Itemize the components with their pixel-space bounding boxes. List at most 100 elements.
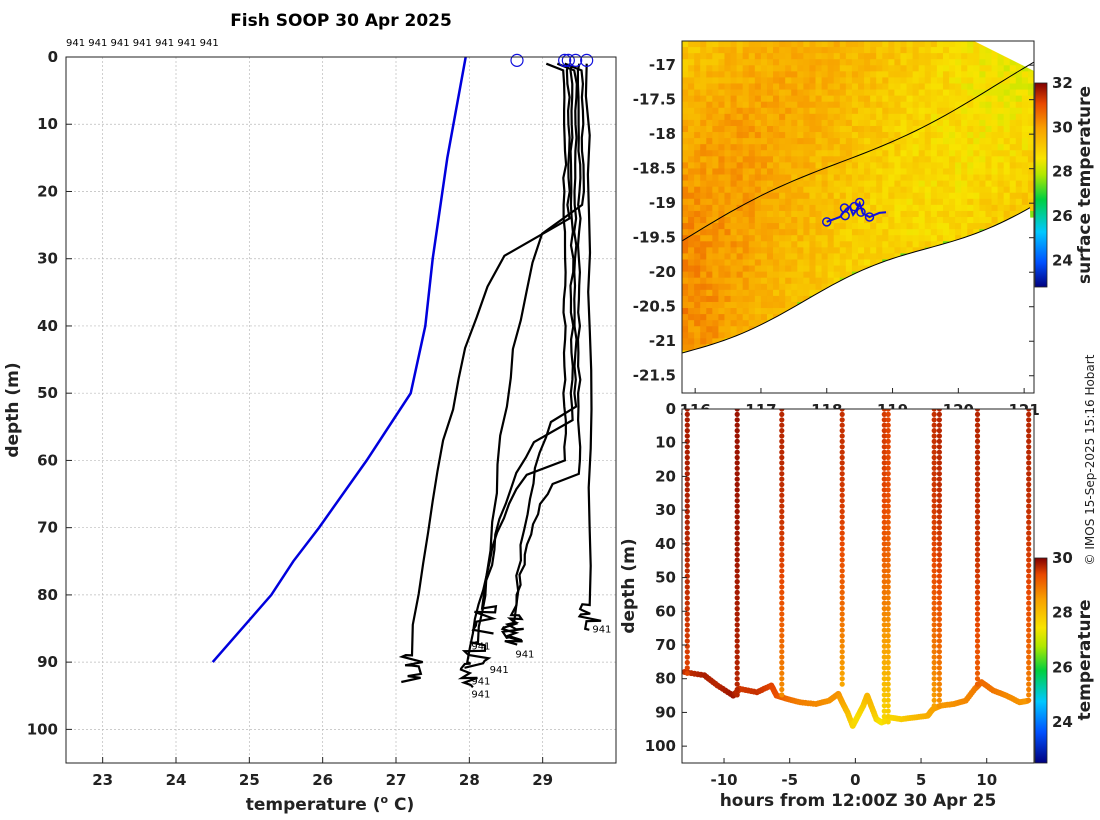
- sst-cell: [754, 53, 762, 60]
- sst-cell: [821, 247, 829, 255]
- sst-cell: [760, 314, 768, 321]
- sst-cell: [724, 308, 732, 315]
- sst-cell: [779, 192, 786, 200]
- sst-cell: [997, 217, 1005, 224]
- cast-dot: [839, 568, 845, 574]
- sst-cell: [997, 65, 1005, 72]
- sst-cell: [724, 174, 732, 182]
- profile-bottom-label: 941: [471, 676, 490, 687]
- sst-cell: [894, 89, 902, 97]
- sst-cell: [766, 119, 774, 127]
- sst-cell: [894, 53, 902, 60]
- sst-cell: [894, 107, 902, 115]
- sst-cell: [827, 132, 835, 139]
- sst-cell: [688, 241, 695, 248]
- sst-cell: [979, 192, 987, 200]
- sst-cell: [682, 198, 689, 206]
- sst-cell: [839, 101, 847, 109]
- sst-cell: [967, 41, 974, 48]
- sst-cell: [821, 210, 829, 218]
- sst-cell: [688, 295, 695, 303]
- surface-marker: [569, 53, 583, 67]
- sst-cell: [1009, 125, 1017, 133]
- sst-cell: [724, 83, 732, 91]
- sst-cell: [742, 83, 750, 91]
- sst-cell: [694, 53, 701, 60]
- sst-cell: [967, 71, 974, 79]
- sst-cell: [845, 132, 853, 139]
- sst-cell: [785, 95, 792, 103]
- sst-cell: [955, 235, 962, 242]
- cast-dot: [684, 492, 690, 498]
- sst-cell: [851, 162, 859, 170]
- sst-cell: [712, 192, 720, 200]
- cast-dot: [684, 595, 690, 601]
- sst-cell: [730, 125, 738, 133]
- sst-cell: [1003, 71, 1011, 79]
- sst-cell: [815, 210, 823, 218]
- sst-cell: [821, 53, 829, 60]
- sst-cell: [827, 150, 835, 157]
- sst-cell: [688, 332, 695, 339]
- sst-cell: [955, 174, 962, 182]
- sst-cell: [888, 198, 896, 206]
- cast-dot: [779, 444, 785, 450]
- sst-cell: [827, 107, 835, 115]
- sst-cell: [748, 235, 756, 242]
- sst-cell: [730, 229, 738, 236]
- sst-cell: [1027, 144, 1034, 151]
- sst-cell: [851, 241, 859, 248]
- sst-cell: [827, 247, 835, 255]
- sst-cell: [821, 277, 829, 285]
- sst-cell: [694, 180, 701, 188]
- sst-cell: [742, 132, 750, 139]
- sst-cell: [1021, 168, 1029, 176]
- sst-colorbar-tick-label: 24: [1052, 251, 1073, 269]
- sst-cell: [961, 210, 968, 218]
- sst-cell: [882, 53, 889, 60]
- sst-cell: [754, 144, 762, 151]
- sst-cell: [894, 235, 902, 242]
- sst-cell: [949, 180, 956, 188]
- sst-cell: [955, 77, 962, 85]
- sst-cell: [997, 113, 1005, 121]
- cast-dot: [734, 654, 740, 660]
- cast-dot: [974, 579, 981, 585]
- sst-cell: [949, 65, 956, 72]
- sst-cell: [706, 174, 713, 182]
- sst-cell: [864, 253, 871, 261]
- section-x-tick-label: 5: [916, 771, 926, 789]
- cast-dot: [936, 530, 943, 536]
- sst-cell: [730, 259, 738, 267]
- sst-cell: [724, 125, 732, 133]
- y-tick-label: 60: [37, 451, 58, 469]
- sst-cell: [760, 289, 768, 297]
- sst-cell: [845, 271, 853, 279]
- sst-cell: [918, 174, 926, 182]
- sst-cell: [760, 156, 768, 163]
- sst-cell: [803, 223, 811, 230]
- sst-cell: [718, 132, 726, 139]
- cast-dot: [974, 438, 981, 444]
- cast-dot: [885, 476, 891, 482]
- sst-cell: [809, 174, 817, 182]
- sst-cell: [688, 253, 695, 261]
- sst-cell: [967, 162, 974, 170]
- sst-cell: [876, 107, 883, 115]
- sst-cell: [688, 144, 695, 151]
- sst-cell: [961, 95, 968, 103]
- sst-cell: [724, 210, 732, 218]
- cast-dot: [936, 503, 943, 509]
- cast-dot: [779, 676, 785, 682]
- cast-dot: [684, 519, 690, 525]
- sst-cell: [736, 271, 744, 279]
- x-tick-label: 28: [459, 771, 480, 789]
- sst-cell: [839, 198, 847, 206]
- sst-cell: [694, 344, 701, 352]
- sst-cell: [736, 259, 744, 267]
- cast-dot: [885, 498, 891, 504]
- sst-cell: [864, 150, 871, 157]
- sst-cell: [900, 132, 908, 139]
- sst-cell: [712, 326, 720, 333]
- sst-cell: [997, 198, 1005, 206]
